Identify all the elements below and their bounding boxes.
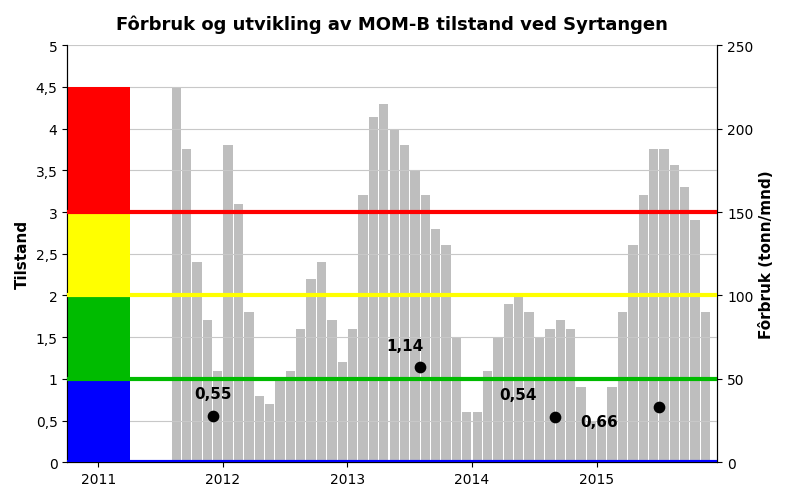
Bar	[317, 263, 326, 462]
Bar	[213, 371, 222, 462]
Bar	[223, 146, 233, 462]
Bar	[255, 396, 264, 462]
Bar	[628, 246, 638, 462]
Bar	[390, 129, 399, 462]
Bar	[701, 313, 710, 462]
Bar	[493, 338, 503, 462]
Point	[413, 363, 426, 371]
Bar	[182, 149, 191, 462]
Bar	[193, 263, 202, 462]
Bar	[421, 196, 430, 462]
Bar	[680, 187, 690, 462]
Title: Fôrbruk og utvikling av MOM-B tilstand ved Syrtangen: Fôrbruk og utvikling av MOM-B tilstand v…	[116, 15, 668, 34]
Bar	[67, 212, 129, 296]
Bar	[431, 229, 440, 462]
Bar	[587, 421, 596, 462]
Text: 0,54: 0,54	[499, 387, 537, 402]
Bar	[608, 387, 617, 462]
Bar	[234, 204, 243, 462]
Bar	[576, 387, 585, 462]
Bar	[67, 296, 129, 379]
Bar	[690, 221, 700, 462]
Bar	[380, 104, 388, 462]
Point	[549, 413, 562, 421]
Bar	[638, 196, 648, 462]
Bar	[286, 371, 295, 462]
Bar	[348, 329, 357, 462]
Y-axis label: Fôrbruk (tonn/mnd): Fôrbruk (tonn/mnd)	[759, 170, 774, 338]
Bar	[441, 246, 451, 462]
Bar	[473, 412, 482, 462]
Bar	[483, 371, 492, 462]
Bar	[400, 146, 409, 462]
Bar	[525, 313, 534, 462]
Text: 0,66: 0,66	[580, 414, 618, 429]
Bar	[171, 88, 181, 462]
Bar	[67, 88, 129, 212]
Bar	[545, 329, 555, 462]
Bar	[368, 118, 378, 462]
Bar	[503, 304, 513, 462]
Bar	[275, 379, 285, 462]
Bar	[566, 329, 575, 462]
Bar	[514, 296, 523, 462]
Bar	[265, 404, 275, 462]
Bar	[597, 421, 607, 462]
Bar	[306, 279, 316, 462]
Bar	[555, 321, 565, 462]
Bar	[296, 329, 305, 462]
Bar	[327, 321, 337, 462]
Bar	[245, 313, 253, 462]
Bar	[410, 171, 420, 462]
Bar	[462, 412, 472, 462]
Bar	[670, 166, 679, 462]
Bar	[338, 362, 347, 462]
Bar	[203, 321, 212, 462]
Text: 0,55: 0,55	[194, 386, 232, 401]
Bar	[358, 196, 368, 462]
Bar	[660, 149, 668, 462]
Bar	[618, 313, 627, 462]
Bar	[649, 149, 658, 462]
Bar	[67, 379, 129, 462]
Point	[207, 412, 219, 420]
Text: 1,14: 1,14	[386, 339, 424, 354]
Bar	[452, 338, 461, 462]
Bar	[535, 338, 544, 462]
Y-axis label: Tilstand: Tilstand	[15, 220, 30, 289]
Point	[653, 403, 665, 411]
